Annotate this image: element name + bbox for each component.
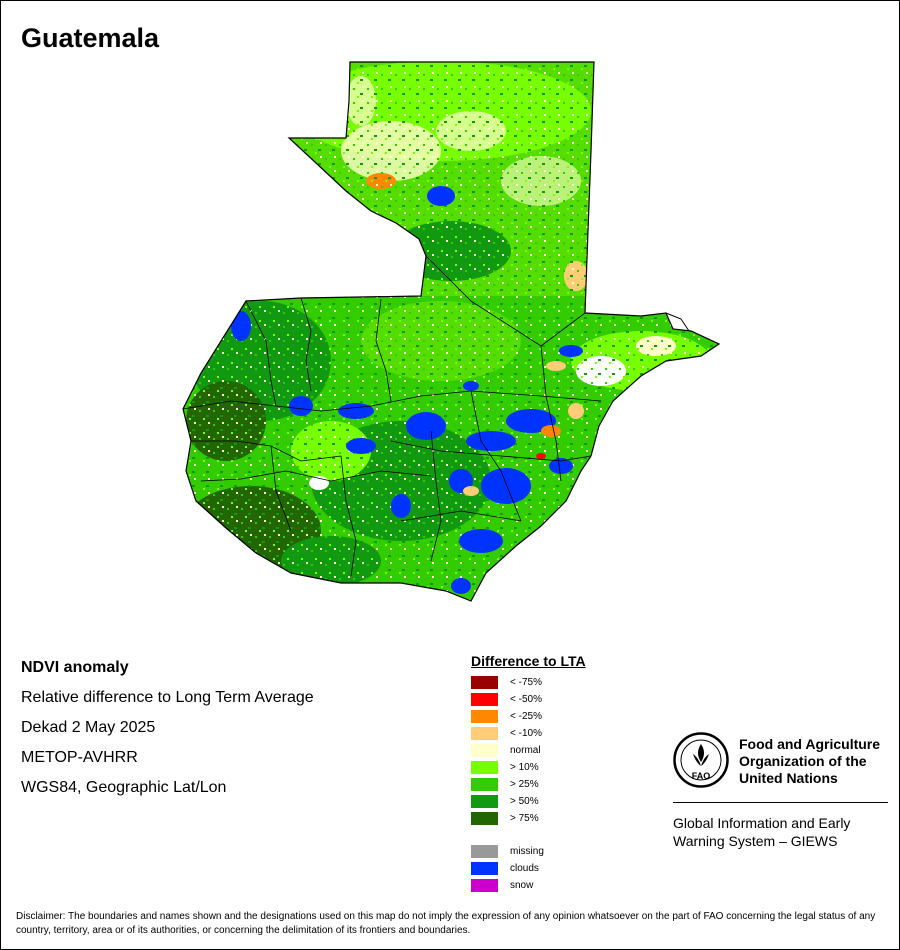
legend-class-item: > 10% bbox=[471, 758, 586, 775]
legend-swatch bbox=[471, 845, 498, 858]
legend-special-item: clouds bbox=[471, 859, 586, 876]
legend-label: snow bbox=[510, 880, 534, 891]
legend-class-item: > 25% bbox=[471, 775, 586, 792]
legend-label: < -75% bbox=[510, 677, 542, 688]
period-label: Dekad 2 May 2025 bbox=[21, 719, 156, 736]
legend-label: < -50% bbox=[510, 694, 542, 705]
ndvi-raster bbox=[183, 62, 719, 601]
legend-swatch bbox=[471, 676, 498, 689]
legend-swatch bbox=[471, 710, 498, 723]
legend-special-item: missing bbox=[471, 842, 586, 859]
map-title: Guatemala bbox=[21, 23, 160, 53]
product-description: Relative difference to Long Term Average bbox=[21, 689, 314, 706]
giews-system-name: Global Information and Early Warning Sys… bbox=[673, 815, 851, 849]
projection-label: WGS84, Geographic Lat/Lon bbox=[21, 779, 227, 796]
legend-label: > 50% bbox=[510, 796, 539, 807]
legend-label: normal bbox=[510, 745, 541, 756]
legend-swatch bbox=[471, 727, 498, 740]
product-name: NDVI anomaly bbox=[21, 659, 129, 676]
legend-swatch bbox=[471, 778, 498, 791]
legend-class-item: < -75% bbox=[471, 673, 586, 690]
legend-label: > 75% bbox=[510, 813, 539, 824]
legend-label: > 25% bbox=[510, 779, 539, 790]
legend-swatch bbox=[471, 795, 498, 808]
legend-swatch bbox=[471, 761, 498, 774]
legend-class-item: < -25% bbox=[471, 707, 586, 724]
legend-label: < -10% bbox=[510, 728, 542, 739]
legend-label: missing bbox=[510, 846, 544, 857]
svg-text:FAO: FAO bbox=[692, 771, 711, 781]
legend-heading: Difference to LTA bbox=[471, 653, 586, 669]
legend-class-item: < -50% bbox=[471, 690, 586, 707]
coastline bbox=[665, 312, 690, 332]
fao-organization-name: Food and Agriculture Organization of the… bbox=[739, 736, 881, 786]
legend-swatch bbox=[471, 744, 498, 757]
legend-swatch bbox=[471, 879, 498, 892]
legend-special-item: snow bbox=[471, 876, 586, 893]
disclaimer: Disclaimer: The boundaries and names sho… bbox=[16, 911, 876, 936]
legend-class-item: < -10% bbox=[471, 724, 586, 741]
legend-class-item: normal bbox=[471, 741, 586, 758]
legend-swatch bbox=[471, 812, 498, 825]
legend-swatch bbox=[471, 862, 498, 875]
legend-classes: < -75% < -50% < -25% < -10% normal > 10% > 25%… bbox=[471, 673, 586, 826]
department-boundaries bbox=[183, 255, 602, 577]
legend-special: missing clouds snow bbox=[471, 842, 586, 893]
legend-class-item: > 75% bbox=[471, 809, 586, 826]
legend-label: > 10% bbox=[510, 762, 539, 773]
map-info: NDVI anomaly Relative difference to Long… bbox=[21, 658, 314, 808]
sensor-label: METOP-AVHRR bbox=[21, 749, 138, 766]
ndvi-anomaly-map bbox=[182, 61, 720, 602]
legend-label: clouds bbox=[510, 863, 539, 874]
legend-swatch bbox=[471, 693, 498, 706]
legend-class-item: > 50% bbox=[471, 792, 586, 809]
map-legend: Difference to LTA < -75% < -50% < -25% < -1… bbox=[471, 653, 586, 893]
logo-divider bbox=[673, 802, 888, 803]
fao-emblem-icon: FAO bbox=[673, 732, 729, 788]
legend-label: < -25% bbox=[510, 711, 542, 722]
